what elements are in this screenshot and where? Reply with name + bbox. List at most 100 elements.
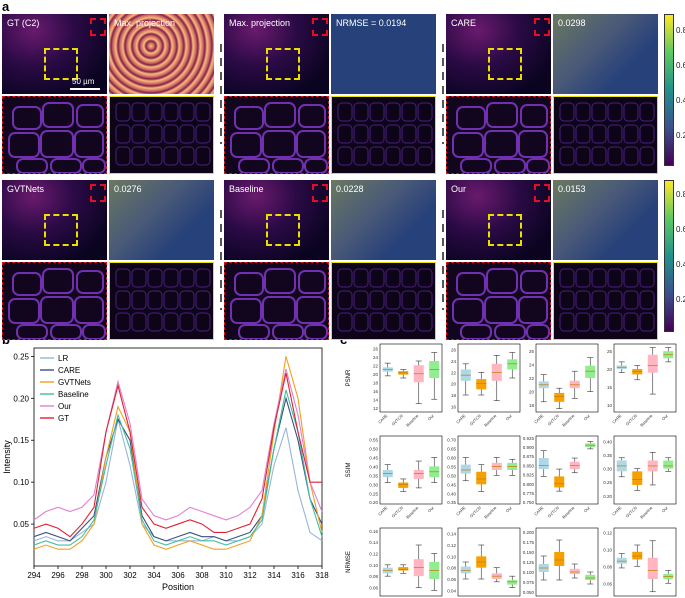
cell-outline xyxy=(401,124,417,144)
subplot-tick-label: 0.08 xyxy=(369,574,378,579)
cell-outline xyxy=(304,324,328,339)
subplot-frame xyxy=(613,435,677,505)
cell-outline xyxy=(16,158,48,173)
cell-outline xyxy=(337,102,353,122)
cell-outline xyxy=(195,102,211,122)
subplot-tick-label: 26 xyxy=(451,348,457,353)
subplot-tick-label: 0.12 xyxy=(603,530,612,535)
box-body xyxy=(585,365,596,378)
method-label: GVTCN xyxy=(625,505,639,519)
fine-cell-network xyxy=(337,268,433,332)
cell-outline xyxy=(296,296,326,324)
cell-outline xyxy=(179,146,195,166)
box-body xyxy=(398,482,409,488)
cell-outline xyxy=(179,124,195,144)
tile-metric-label: 0.0153 xyxy=(558,184,586,194)
subplot-tick-label: 0.900 xyxy=(523,445,535,450)
yellow-roi-box xyxy=(44,214,78,246)
tile-our-zoom-yellow xyxy=(553,262,658,340)
subplot-tick-label: 0.12 xyxy=(369,552,378,557)
subplot-tick-label: 0.70 xyxy=(447,438,456,443)
cell-outline xyxy=(337,312,353,332)
colorbar-viridis-bottom xyxy=(664,180,674,332)
method-label: Baseline xyxy=(483,413,498,428)
method-label: CARE xyxy=(377,413,389,425)
box-body xyxy=(554,392,565,402)
cell-outline xyxy=(179,290,195,310)
box-body xyxy=(413,470,424,479)
group-separator xyxy=(220,44,222,144)
subplot-tick-label: 18 xyxy=(373,380,379,385)
subplot-tick-label: 0.100 xyxy=(523,570,535,575)
cell-outline xyxy=(369,146,385,166)
cell-outline xyxy=(131,268,147,288)
method-label: GVTCN xyxy=(547,413,561,427)
cell-outline xyxy=(337,268,353,288)
subplot-tick-label: 0.04 xyxy=(447,588,456,593)
tile-gt-zoom-yellow xyxy=(109,96,214,174)
subplot-tick-label: 0.40 xyxy=(447,491,456,496)
x-tick-label: 314 xyxy=(267,571,281,580)
cell-outline xyxy=(163,146,179,166)
method-label: CARE xyxy=(611,505,623,517)
subplot-tick-label: 25 xyxy=(607,349,613,354)
box-body xyxy=(647,354,658,373)
subplot-tick-label: 20 xyxy=(373,372,379,377)
cell-outline xyxy=(353,124,369,144)
scale-bar xyxy=(70,88,100,90)
subplot-tick-label: 0.60 xyxy=(447,455,456,460)
tile-metric-label: NRMSE = 0.0194 xyxy=(336,18,407,28)
subplot-tick-label: 15 xyxy=(607,385,613,390)
method-label: GVTCN xyxy=(391,413,405,427)
cell-outline xyxy=(623,312,639,332)
cell-outline xyxy=(234,272,264,296)
cell-outline xyxy=(494,158,526,173)
cell-outline xyxy=(623,102,639,122)
tile-our-zoom-red xyxy=(446,262,551,340)
subplot-tick-label: 0.150 xyxy=(523,550,535,555)
cell-outline xyxy=(115,124,131,144)
subplot-frame xyxy=(613,343,677,413)
subplot-tick-label: 26 xyxy=(373,346,379,351)
tile-gvtnets-metric: 0.0276 xyxy=(109,180,214,260)
subplot-frame xyxy=(457,527,521,597)
cell-outline xyxy=(575,124,591,144)
box-body xyxy=(554,552,565,566)
x-tick-label: 300 xyxy=(99,571,113,580)
x-tick-label: 316 xyxy=(291,571,305,580)
cell-network xyxy=(452,102,550,173)
subplot-tick-label: 0.65 xyxy=(447,447,456,452)
x-tick-label: 304 xyxy=(147,571,161,580)
cell-outline xyxy=(179,102,195,122)
cell-outline xyxy=(262,296,296,324)
legend-entry: CARE xyxy=(58,366,80,375)
cell-outline xyxy=(131,312,147,332)
x-tick-label: 318 xyxy=(315,571,329,580)
cbar-tick: 0.6 xyxy=(676,225,685,234)
cell-outline xyxy=(296,130,326,158)
method-label: Our xyxy=(583,413,592,422)
tile-gt-metric: Max. projection xyxy=(109,14,214,94)
subplot-tick-label: 0.875 xyxy=(523,454,535,459)
box-body xyxy=(616,557,627,564)
legend-entry: Our xyxy=(58,402,72,411)
cell-outline xyxy=(460,324,492,339)
cell-outline xyxy=(230,298,262,324)
tile-baseline-zoom-yellow xyxy=(331,262,436,340)
cell-outline xyxy=(417,102,433,122)
cell-outline xyxy=(417,312,433,332)
cbar-tick: 0.4 xyxy=(676,96,685,105)
subplot-tick-label: 0.050 xyxy=(523,590,535,595)
x-tick-label: 312 xyxy=(243,571,257,580)
tile-our-metric: 0.0153 xyxy=(553,180,658,260)
cell-outline xyxy=(559,124,575,144)
tile-maxproj-overview: Max. projection xyxy=(224,14,329,94)
legend-entry: Baseline xyxy=(58,390,89,399)
cell-outline xyxy=(452,298,484,324)
x-tick-label: 298 xyxy=(75,571,89,580)
cell-outline xyxy=(272,158,304,173)
method-label: GVTCN xyxy=(391,505,405,519)
fine-cell-network xyxy=(337,102,433,166)
cell-outline xyxy=(74,130,104,158)
